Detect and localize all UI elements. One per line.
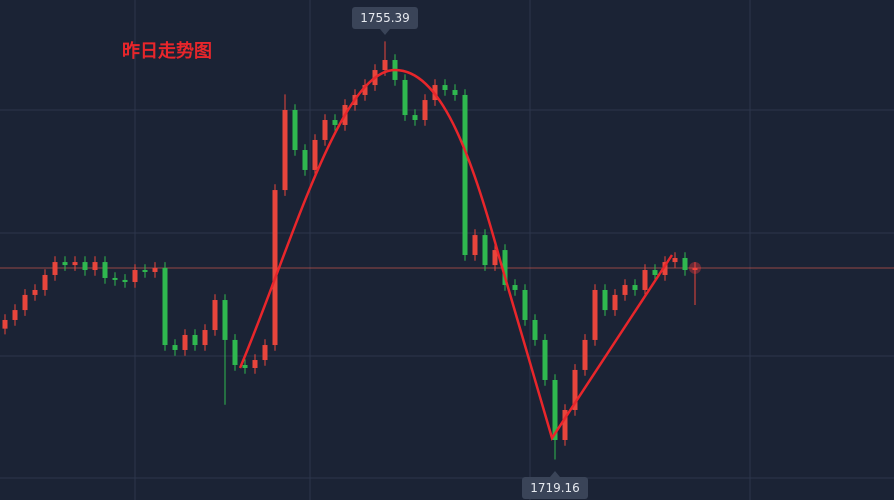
candle-body xyxy=(312,139,318,170)
candle-body xyxy=(102,262,108,278)
candle-body xyxy=(582,339,588,370)
candle-body xyxy=(242,364,248,368)
candle-body xyxy=(172,345,178,350)
candle-body xyxy=(642,270,648,290)
candle-body xyxy=(662,262,668,275)
candle-body xyxy=(112,277,118,280)
candle-body xyxy=(162,267,168,346)
candle-body xyxy=(452,90,458,95)
candle-body xyxy=(522,289,528,320)
candle-body xyxy=(82,262,88,271)
candle-body xyxy=(692,267,698,271)
candle-body xyxy=(142,270,148,272)
candle-body xyxy=(62,262,68,266)
candle-body xyxy=(272,190,278,346)
candle-body xyxy=(412,115,418,121)
candle-body xyxy=(572,369,578,410)
price-tag-box xyxy=(522,477,588,499)
candle-body xyxy=(672,258,678,263)
chart-title: 昨日走势图 xyxy=(122,40,212,62)
candle-body xyxy=(72,262,78,266)
candle-body xyxy=(202,330,208,346)
candle-body xyxy=(92,262,98,271)
candle-body xyxy=(652,270,658,275)
candle-body xyxy=(682,258,688,271)
candle-body xyxy=(472,235,478,256)
price-tag-box xyxy=(352,7,418,29)
candle-body xyxy=(32,289,38,295)
candle-body xyxy=(382,60,388,71)
last-price-glow xyxy=(689,261,701,274)
candle-body xyxy=(282,109,288,191)
price-tag-pointer xyxy=(380,29,390,35)
candle-body xyxy=(362,85,368,95)
candle-body xyxy=(212,300,218,331)
candle-body xyxy=(602,289,608,311)
candle-body xyxy=(322,120,328,140)
candle-body xyxy=(292,109,298,151)
price-tag: 1719.16 xyxy=(530,481,580,495)
candle-body xyxy=(232,339,238,365)
candle-body xyxy=(622,285,628,295)
candle-body xyxy=(222,300,228,340)
candle-body xyxy=(262,345,268,361)
candle-body xyxy=(562,409,568,440)
trend-annotation xyxy=(238,68,674,441)
price-tag-pointer xyxy=(550,471,560,477)
candle-body xyxy=(502,250,508,286)
candle-body xyxy=(302,150,308,170)
candle-body xyxy=(182,334,188,350)
candle-body xyxy=(152,267,158,272)
candle-body xyxy=(252,360,258,368)
candle-body xyxy=(132,270,138,283)
candle-body xyxy=(22,294,28,311)
candle-body xyxy=(2,319,8,329)
candle-body xyxy=(512,285,518,290)
candle-body xyxy=(442,85,448,91)
candle-body xyxy=(542,339,548,380)
candle-body xyxy=(422,100,428,121)
candle-body xyxy=(192,334,198,346)
candle-body xyxy=(592,289,598,340)
candle-body xyxy=(612,294,618,311)
candle-body xyxy=(332,120,338,125)
candle-body xyxy=(462,94,468,256)
candle-body xyxy=(632,285,638,290)
candle-body xyxy=(482,235,488,266)
candle-body xyxy=(492,250,498,266)
candle-body xyxy=(122,279,128,283)
candle-body xyxy=(42,274,48,290)
candle-body xyxy=(532,319,538,340)
candles xyxy=(0,41,894,460)
candle-body xyxy=(552,379,558,440)
candle-body xyxy=(52,262,58,275)
price-tag: 1755.39 xyxy=(360,11,410,25)
candle-body xyxy=(12,310,18,320)
candle-body xyxy=(402,79,408,116)
